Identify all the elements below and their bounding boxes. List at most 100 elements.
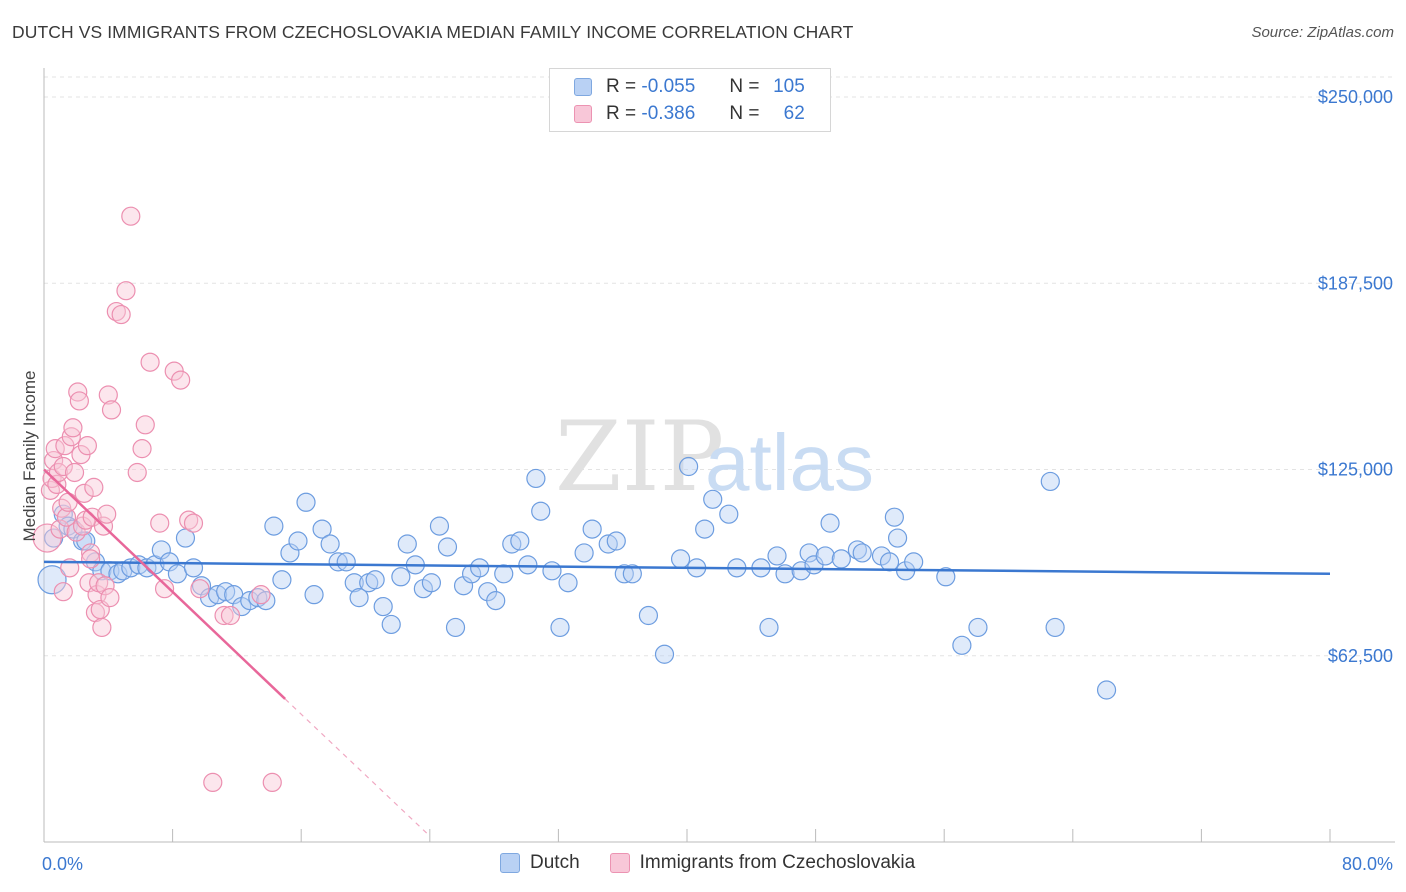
- czech-point: [150, 513, 170, 533]
- dutch-point: [470, 558, 490, 578]
- dutch-point: [167, 564, 188, 584]
- dutch-point: [391, 567, 411, 587]
- czech-point: [116, 281, 136, 301]
- dutch-point: [320, 534, 340, 554]
- czech-point: [58, 492, 78, 512]
- bottom-legend-swatch-pink: [609, 853, 630, 873]
- dutch-point: [767, 546, 787, 566]
- trend-line-czech: [43, 468, 286, 700]
- watermark-atlas: atlas: [705, 418, 874, 507]
- legend-swatch-pink: [574, 105, 592, 123]
- trend-line-dutch: [43, 560, 1331, 576]
- czech-point: [140, 352, 160, 372]
- czech-point: [171, 370, 191, 390]
- series-czechoslovakia: [32, 206, 282, 793]
- bottom-legend-swatch-blue: [500, 853, 520, 873]
- dutch-point: [344, 573, 364, 593]
- czech-point: [220, 605, 241, 626]
- y-tick-label: $125,000: [1318, 460, 1393, 480]
- czech-point: [183, 513, 204, 533]
- czech-point: [92, 617, 112, 638]
- bottom-legend-czech: Immigrants from Czechoslovakia: [609, 852, 916, 874]
- czech-point: [44, 450, 64, 471]
- czech-point: [47, 474, 67, 494]
- czech-point: [203, 772, 223, 793]
- czech-point: [251, 585, 271, 605]
- czech-point: [97, 504, 117, 524]
- czech-point: [56, 507, 77, 527]
- dutch-point: [582, 519, 602, 539]
- legend-row-czech: R = -0.386 N = 62: [550, 101, 805, 127]
- bottom-legend-czech-label: Immigrants from Czechoslovakia: [639, 852, 916, 873]
- dutch-point: [904, 552, 924, 572]
- watermark-zip: ZIP: [555, 401, 724, 513]
- trend-lines: [43, 468, 1331, 837]
- dutch-point: [1096, 680, 1117, 700]
- czech-point: [50, 519, 70, 539]
- dutch-point: [365, 570, 385, 590]
- bottom-legend-dutch: Dutch: [500, 852, 580, 874]
- czech-point: [63, 418, 83, 438]
- dutch-point: [494, 564, 514, 584]
- dutch-point: [328, 552, 348, 572]
- dutch-point: [820, 513, 840, 533]
- series-dutch: [37, 456, 1117, 700]
- dutch-point: [518, 555, 538, 575]
- czech-point: [84, 477, 104, 497]
- czech-point: [214, 605, 234, 626]
- y-tick-label: $250,000: [1318, 87, 1393, 107]
- legend-n-value: 62: [783, 103, 805, 124]
- czech-point: [100, 588, 120, 608]
- legend: R = -0.055 N = 105 R = -0.386 N = 62: [549, 68, 831, 132]
- dutch-point: [654, 644, 675, 664]
- dutch-point: [304, 585, 324, 605]
- watermark: ZIP atlas: [555, 401, 874, 513]
- dutch-point: [437, 537, 458, 557]
- dutch-point: [429, 516, 450, 536]
- source-label: Source: ZipAtlas.com: [1251, 24, 1394, 41]
- czech-point: [74, 483, 94, 503]
- legend-r-label: R =: [606, 76, 637, 97]
- dutch-point: [288, 531, 308, 551]
- dutch-point: [703, 489, 723, 509]
- dutch-point: [952, 635, 972, 655]
- dutch-point: [381, 614, 401, 635]
- y-tick-label: $62,500: [1328, 646, 1393, 666]
- legend-row-dutch: R = -0.055 N = 105: [550, 74, 805, 100]
- legend-n-label: N =: [729, 76, 760, 97]
- dutch-point: [638, 605, 659, 626]
- czech-point: [121, 206, 141, 226]
- dutch-point: [336, 552, 356, 572]
- czech-point: [53, 582, 73, 602]
- dutch-point: [531, 501, 551, 521]
- legend-n-value: 105: [773, 76, 805, 97]
- dutch-point: [445, 617, 466, 638]
- czech-point: [95, 576, 115, 596]
- czech-point: [81, 549, 101, 569]
- dutch-point: [574, 543, 594, 563]
- tick-labels: $62,500 $125,000 $187,500 $250,000 0.0% 80.0%: [42, 87, 1393, 874]
- dutch-point: [486, 591, 506, 611]
- y-axis-label: Median Family Income: [20, 370, 39, 541]
- dutch-point: [1045, 617, 1065, 638]
- dutch-point: [606, 531, 626, 551]
- x-tick-label-max: 80.0%: [1342, 854, 1393, 874]
- czech-point: [98, 385, 118, 405]
- dutch-point: [695, 519, 715, 539]
- czech-point: [101, 400, 122, 420]
- dutch-point: [349, 588, 369, 608]
- dutch-point: [614, 564, 634, 584]
- legend-swatch-blue: [574, 78, 592, 96]
- czech-point: [262, 772, 282, 793]
- dutch-point: [373, 596, 393, 617]
- dutch-point: [815, 546, 835, 566]
- czech-point: [132, 439, 152, 459]
- chart-title: DUTCH VS IMMIGRANTS FROM CZECHOSLOVAKIA …: [12, 22, 854, 42]
- dutch-point: [719, 504, 739, 524]
- czech-point: [190, 579, 210, 599]
- legend-r-label: R =: [606, 103, 637, 124]
- czech-point: [111, 304, 131, 325]
- legend-r-value: -0.386: [641, 103, 696, 124]
- czech-point: [53, 456, 73, 477]
- legend-r-value: -0.055: [641, 76, 696, 97]
